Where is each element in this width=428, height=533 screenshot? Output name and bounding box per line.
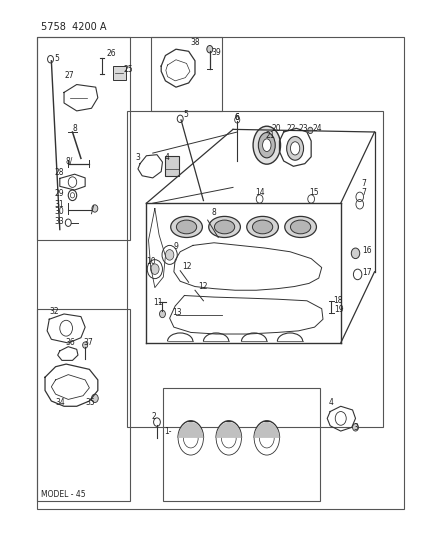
Circle shape (151, 264, 159, 274)
Circle shape (353, 424, 359, 431)
Text: 24: 24 (312, 124, 321, 133)
Wedge shape (254, 422, 279, 438)
Text: 38: 38 (191, 38, 200, 47)
Text: 11: 11 (153, 298, 162, 307)
Ellipse shape (253, 126, 280, 164)
Ellipse shape (259, 133, 275, 158)
Text: 29: 29 (54, 189, 64, 198)
Text: 35: 35 (85, 398, 95, 407)
Text: 21: 21 (266, 131, 276, 140)
Circle shape (207, 45, 213, 53)
Text: 4: 4 (329, 398, 334, 407)
Ellipse shape (287, 136, 303, 160)
Ellipse shape (291, 142, 300, 155)
Text: 8: 8 (212, 208, 217, 217)
Ellipse shape (209, 216, 241, 238)
Text: 5: 5 (184, 110, 188, 119)
Bar (165, 156, 179, 176)
Ellipse shape (171, 216, 202, 238)
Text: 27: 27 (64, 71, 74, 80)
Bar (36, 309, 130, 501)
Text: 9: 9 (174, 242, 179, 251)
Circle shape (60, 320, 72, 336)
Text: 6: 6 (234, 113, 239, 122)
Ellipse shape (285, 216, 316, 238)
Text: 14: 14 (256, 188, 265, 197)
Text: 8: 8 (72, 124, 77, 133)
Circle shape (92, 205, 98, 212)
Text: 36: 36 (65, 338, 75, 348)
Text: 16: 16 (362, 246, 372, 255)
Text: 1-: 1- (164, 426, 172, 435)
Text: 23: 23 (298, 124, 308, 133)
Ellipse shape (263, 139, 271, 151)
Bar (163, 388, 320, 501)
Ellipse shape (214, 220, 235, 234)
Text: 37: 37 (83, 338, 93, 348)
Text: 7: 7 (361, 188, 366, 197)
Text: 4: 4 (164, 154, 169, 163)
Text: 34: 34 (56, 398, 65, 407)
Text: 5: 5 (54, 54, 59, 63)
Circle shape (351, 248, 360, 259)
Text: 3: 3 (136, 154, 141, 163)
Text: 26: 26 (106, 50, 116, 59)
Text: 17: 17 (363, 268, 372, 277)
Bar (36, 37, 130, 240)
Text: 30: 30 (54, 207, 64, 216)
Bar (128, 111, 383, 427)
Text: 8/: 8/ (65, 157, 73, 166)
Text: 10: 10 (146, 257, 156, 266)
Text: 31: 31 (54, 200, 64, 209)
Circle shape (308, 127, 313, 134)
Ellipse shape (176, 220, 197, 234)
Circle shape (160, 310, 165, 318)
Ellipse shape (247, 216, 279, 238)
Text: 39: 39 (212, 49, 222, 58)
Text: 20: 20 (271, 124, 281, 133)
Text: 5758  4200 A: 5758 4200 A (41, 21, 106, 31)
Ellipse shape (291, 220, 311, 234)
Wedge shape (216, 422, 241, 438)
Text: 12: 12 (182, 262, 192, 271)
Text: MODEL - 45: MODEL - 45 (41, 490, 86, 499)
Text: 32: 32 (49, 307, 59, 316)
Bar (151, 37, 223, 111)
Text: 2: 2 (152, 413, 156, 421)
Text: 12: 12 (198, 282, 208, 291)
Text: 22: 22 (287, 124, 296, 133)
Text: 7: 7 (361, 179, 366, 188)
Bar (113, 66, 126, 80)
Text: 13: 13 (172, 309, 181, 318)
Bar (36, 37, 404, 509)
Circle shape (92, 394, 98, 402)
Text: 28: 28 (54, 168, 64, 177)
Wedge shape (178, 422, 203, 438)
Text: 33: 33 (54, 217, 64, 226)
Text: 19: 19 (334, 305, 344, 314)
Circle shape (83, 342, 88, 348)
Text: 25: 25 (123, 65, 133, 74)
Circle shape (165, 249, 174, 260)
Text: 3: 3 (354, 423, 358, 432)
Text: 18: 18 (333, 296, 343, 305)
Text: 15: 15 (309, 188, 319, 197)
Ellipse shape (253, 220, 273, 234)
Circle shape (68, 177, 77, 188)
Circle shape (335, 411, 346, 425)
Text: 6: 6 (234, 113, 239, 122)
